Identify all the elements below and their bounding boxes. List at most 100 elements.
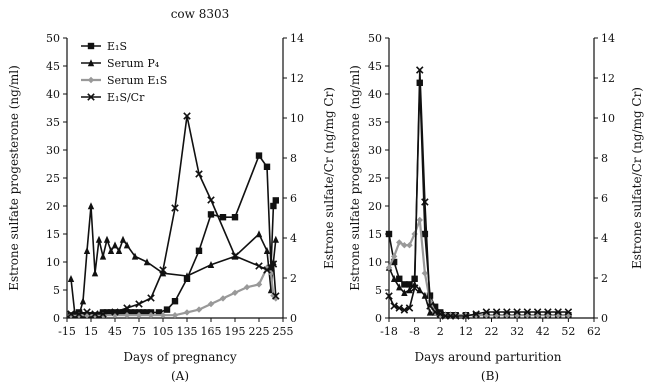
x-axis-label: Days of pregnancy: [123, 350, 237, 364]
data-point-e-s-cr: [83, 308, 91, 316]
series-line-serum-p: [70, 205, 277, 317]
data-point-e-s-cr: [503, 308, 511, 316]
data-point-e-s: [272, 197, 279, 204]
data-point-serum-p: [143, 258, 151, 266]
x-tick-label: 105: [153, 325, 174, 338]
data-point-e-s-cr: [395, 304, 404, 312]
data-point-serum-p: [87, 202, 95, 210]
data-point-serum-p: [272, 235, 279, 243]
data-point-e-s-cr: [159, 266, 167, 274]
data-point-e-s-cr: [263, 266, 271, 274]
series-line-serum-p: [388, 267, 569, 317]
data-point-serum-p: [401, 289, 408, 296]
chart-title: cow 8303: [171, 7, 230, 21]
data-point-e-s-cr: [523, 308, 532, 316]
data-point-e-s-cr: [67, 310, 75, 318]
y-left-tick-label: 10: [46, 256, 60, 269]
data-point-e-s-cr: [385, 292, 393, 300]
data-point-e-s: [231, 214, 239, 221]
data-point-serum-p: [426, 308, 434, 316]
data-point-serum-p: [131, 252, 139, 260]
data-point-e-s: [163, 306, 171, 313]
legend-label: E₁S: [107, 40, 127, 53]
data-point-serum-p: [255, 230, 263, 238]
data-point-e-s-cr: [195, 170, 203, 178]
y-left-tick-label: 45: [46, 60, 60, 73]
y-left-tick-label: 15: [368, 228, 382, 241]
data-point-e-s-cr: [231, 252, 239, 260]
data-point-serum-p: [107, 247, 115, 254]
data-point-e-s-cr: [482, 308, 491, 316]
data-point-e-s: [219, 214, 227, 221]
data-point-e-s-cr: [135, 300, 143, 308]
y-left-tick-label: 30: [46, 144, 60, 157]
y-right-tick-label: 4: [601, 232, 608, 245]
data-point-e-s-cr: [415, 66, 424, 74]
y-left-tick-label: 10: [368, 256, 382, 269]
data-point-e-s-cr: [554, 308, 562, 316]
data-point-serum-e-s: [159, 312, 167, 319]
x-tick-label: -18: [380, 325, 398, 338]
y-left-tick-label: 5: [53, 284, 60, 297]
data-point-e-s-cr: [513, 308, 521, 316]
data-point-serum-p: [183, 272, 191, 280]
y-right-tick-label: 12: [601, 72, 615, 85]
y-left-tick-label: 15: [46, 228, 60, 241]
data-point-e-s-cr: [533, 308, 542, 316]
data-point-e-s: [396, 275, 403, 282]
data-point-e-s-cr: [171, 204, 179, 212]
data-point-e-s-cr: [426, 302, 434, 310]
data-point-e-s: [127, 309, 135, 316]
data-point-serum-e-s: [416, 216, 423, 224]
data-point-serum-e-s: [171, 312, 179, 319]
data-point-e-s: [115, 309, 123, 316]
data-point-serum-e-s: [406, 242, 413, 249]
x-tick-label: 45: [108, 325, 122, 338]
y-left-tick-label: 0: [375, 312, 382, 325]
data-point-e-s-cr: [99, 310, 107, 318]
y-left-tick-label: 40: [368, 88, 382, 101]
data-point-e-s: [103, 309, 111, 316]
series-line-e-s-cr: [71, 115, 277, 315]
data-point-serum-p: [95, 235, 103, 243]
data-point-serum-e-s: [401, 242, 408, 249]
data-point-serum-p: [103, 235, 111, 243]
data-point-e-s-cr: [267, 264, 275, 272]
data-point-e-s-cr: [269, 260, 278, 268]
y-left-tick-label: 25: [368, 172, 382, 185]
legend-label: Serum P₄: [107, 57, 160, 70]
legend-marker: [87, 42, 95, 50]
data-point-serum-e-s: [396, 239, 403, 246]
data-point-serum-e-s: [135, 312, 143, 319]
data-point-e-s-cr: [436, 310, 445, 318]
x-tick-label: -8: [409, 325, 420, 338]
data-point-serum-p: [119, 235, 127, 243]
x-axis-label: Days around parturition: [415, 350, 562, 364]
data-point-serum-p: [416, 286, 423, 294]
data-point-e-s: [431, 303, 439, 310]
data-point-e-s-cr: [431, 308, 439, 316]
y-right-tick-label: 6: [601, 192, 608, 205]
data-point-serum-p: [99, 252, 107, 260]
y-left-tick-label: 20: [46, 200, 60, 213]
x-tick-label: 195: [225, 325, 246, 338]
y-left-tick-label: 0: [53, 312, 60, 325]
x-tick-label: 255: [273, 325, 294, 338]
y-left-tick-label: 25: [46, 172, 60, 185]
y-right-tick-label: 14: [290, 32, 304, 45]
data-point-serum-e-s: [255, 281, 263, 288]
y-right-tick-label: 8: [290, 152, 297, 165]
data-point-serum-p: [396, 283, 403, 291]
data-point-e-s-cr: [462, 312, 470, 320]
data-point-e-s: [139, 309, 147, 316]
data-point-e-s-cr: [421, 198, 429, 206]
data-point-e-s-cr: [544, 308, 552, 316]
y-right-tick-label: 0: [290, 312, 297, 325]
y-right-tick-label: 2: [601, 272, 608, 285]
data-point-serum-e-s: [411, 230, 418, 238]
x-tick-label: 12: [459, 325, 473, 338]
data-point-serum-p: [83, 247, 91, 254]
x-tick-label: 32: [510, 325, 524, 338]
y-right-tick-label: 10: [601, 112, 615, 125]
